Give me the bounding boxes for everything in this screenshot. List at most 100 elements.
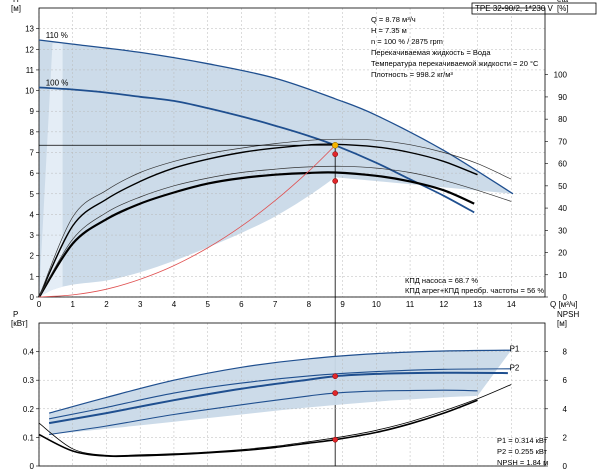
top-x-axis-title: Q [м³/ч] [550,300,577,309]
top-x-tick-label: 13 [473,300,482,309]
curve-label-100: 100 % [46,78,69,87]
model-title: TPE 32-90/2, 1*230 V [475,4,553,13]
top-right-tick-label: 10 [558,271,567,280]
top-left-tick-label: 4 [30,210,35,219]
top-left-tick-label: 11 [26,66,35,75]
bottom-curve-p2-110 [48,368,512,420]
top-curve-кпд-насоса [38,143,478,298]
param-density: Плотность = 998.2 кг/м³ [371,70,453,79]
bottom-left-tick-label: 0.2 [23,405,35,414]
bottom-marker [332,373,339,380]
top-marker [332,151,339,158]
top-light-band [39,43,63,297]
bottom-right-tick-label: 0 [563,462,568,471]
top-left-axis-unit: [м] [11,4,21,13]
bottom-right-tick-label: 6 [563,376,568,385]
param-head: H = 7.35 м [371,26,407,35]
top-operating-band [39,40,513,297]
top-x-tick-label: 7 [273,300,278,309]
top-left-tick-label: 10 [25,87,34,96]
bottom-right-tick-label: 4 [563,405,568,414]
curve-label-p2: P2 [510,363,520,372]
top-left-tick-label: 7 [30,149,35,158]
top-right-tick-label: 0 [563,293,568,302]
top-x-tick-label: 12 [439,300,448,309]
top-x-tick-label: 8 [307,300,312,309]
bottom-curve-p1-110 [48,349,512,414]
top-x-tick-label: 3 [138,300,143,309]
bottom-curve-p1 [48,371,508,425]
curve-label-p1: P1 [510,345,520,354]
top-left-tick-label: 6 [30,169,35,178]
bottom-operating-band [49,350,512,435]
bottom-marker [332,436,339,443]
bottom-left-axis-title: P [13,310,18,319]
top-left-tick-label: 2 [30,252,35,261]
duty-point [331,142,339,149]
top-x-tick-label: 14 [507,300,516,309]
top-x-tick-label: 6 [239,300,244,309]
bottom-panel: 0 0.1 0.2 0.3 0.4 0 2 4 6 8 P[кВт] NPSH[м] P1 P2 [11,310,579,471]
top-x-tick-label: 11 [406,300,415,309]
top-left-tick-label: 9 [30,107,35,116]
top-curve-кпд-агрег-кпд-преобр-частоты [38,171,475,298]
bottom-right-axis-title: NPSH [557,310,579,319]
top-x-tick-label: 0 [37,300,42,309]
top-curve-100- [38,86,475,214]
p1-value-label: P1 = 0.314 кВт [497,436,548,445]
top-x-tick-label: 4 [172,300,177,309]
bottom-left-axis-unit: [кВт] [11,319,28,328]
bottom-left-tick-label: 0.1 [23,433,35,442]
top-left-tick-label: 1 [30,272,35,281]
bottom-curve-npsh [38,399,478,458]
top-right-axis-unit: [%] [557,4,569,13]
top-right-tick-label: 40 [558,204,567,213]
top-right-tick-label: 70 [558,137,567,146]
param-flow: Q = 8.78 м³/ч [371,15,416,24]
curve-label-110: 110 % [46,31,68,40]
bottom-left-tick-label: 0.4 [23,348,35,357]
p2-value-label: P2 = 0.255 кВт [497,447,548,456]
top-x-tick-label: 10 [372,300,381,309]
top-left-tick-label: 8 [30,128,35,137]
top-marker [332,178,339,184]
param-liquid: Перекачиваемая жидкость = Вода [371,48,491,57]
top-left-axis-title: H [13,0,19,4]
top-left-tick-label: 12 [25,45,34,54]
top-right-tick-label: 90 [558,93,567,102]
top-right-tick-label: 80 [558,115,567,124]
top-curve-system [38,145,336,298]
total-efficiency-label: КПД агрег+КПД преобр. частоты = 56 % [405,286,544,295]
top-right-tick-label: 100 [554,71,568,80]
bottom-frame [38,322,546,467]
top-curve-eff-lower [38,165,512,298]
bottom-right-tick-label: 8 [563,348,568,357]
top-right-tick-label: 60 [558,160,567,169]
npsh-value-label: NPSH = 1.84 м [497,458,548,467]
top-left-tick-label: 13 [25,25,34,34]
bottom-marker [332,390,339,396]
top-panel: 0123456789101112130102030405060708090100… [11,0,577,466]
param-speed: n = 100 % / 2875 rpm [371,37,443,46]
pump-efficiency-label: КПД насоса = 68.7 % [405,276,478,285]
top-right-axis-title: eta [557,0,569,4]
param-temperature: Температура перекачиваемой жидкости = 20… [371,59,539,68]
top-right-tick-label: 20 [558,249,567,258]
top-x-tick-label: 1 [71,300,76,309]
top-left-tick-label: 5 [30,190,35,199]
bottom-curve-npsh-110 [38,384,512,457]
top-right-tick-label: 50 [558,182,567,191]
bottom-curve-p2 [49,389,478,436]
top-left-tick-label: 3 [30,231,35,240]
bottom-right-axis-unit: [м] [557,319,567,328]
model-box [471,2,597,15]
top-x-tick-label: 9 [340,300,345,309]
top-curve-110- [38,39,514,195]
duty-parameters: Q = 8.78 м³/ч H = 7.35 м n = 100 % / 287… [371,15,539,79]
top-right-tick-label: 30 [558,226,567,235]
top-curve-eff-upper [38,138,512,298]
bottom-right-tick-label: 2 [563,433,568,442]
bottom-left-tick-label: 0 [30,462,35,471]
top-x-tick-label: 2 [104,300,109,309]
